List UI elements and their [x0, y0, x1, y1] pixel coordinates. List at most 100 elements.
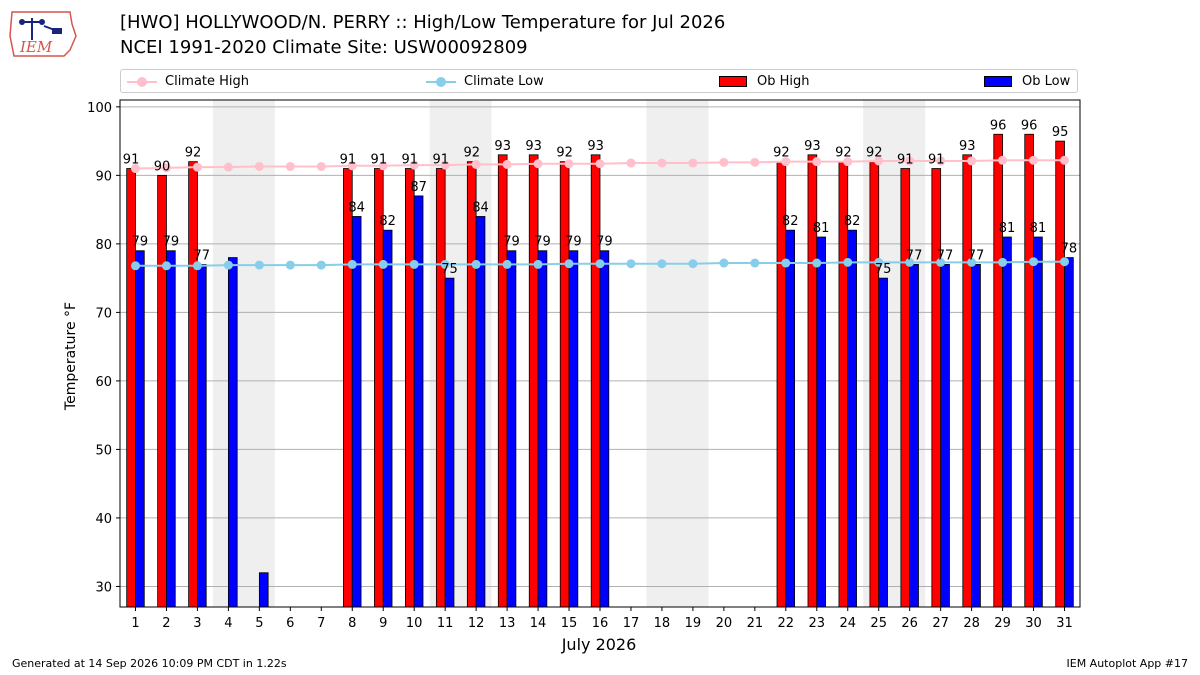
- climate-low-point: [130, 261, 140, 271]
- x-tick-label: 28: [963, 616, 980, 631]
- ob-low-bar: [847, 229, 857, 608]
- ob-low-bar: [351, 216, 362, 608]
- ob-low-label: 81: [1030, 221, 1047, 236]
- ob-high-label: 93: [525, 139, 542, 154]
- x-tick-label: 25: [870, 616, 887, 631]
- x-tick-label: 11: [437, 616, 454, 631]
- ob-high-label: 92: [866, 146, 883, 161]
- ob-low-label: 81: [999, 221, 1016, 236]
- ob-low-bar: [785, 229, 796, 608]
- legend: Climate High Climate Low Ob High Ob Low: [120, 69, 1078, 93]
- climate-low-point: [998, 257, 1008, 267]
- y-tick-label: 90: [95, 169, 112, 184]
- ob-low-bar: [227, 257, 238, 608]
- climate-high-point: [998, 155, 1008, 165]
- y-tick-label: 60: [95, 375, 112, 390]
- ob-high-label: 96: [990, 118, 1007, 133]
- y-tick-label: 40: [95, 512, 112, 527]
- climate-high-point: [874, 156, 884, 166]
- x-tick-label: 30: [1025, 616, 1042, 631]
- climate-low-point: [316, 260, 326, 270]
- climate-low-point: [812, 258, 822, 268]
- ob-low-label: 75: [441, 262, 458, 277]
- ob-high-label: 93: [959, 139, 976, 154]
- climate-low-point: [936, 257, 946, 267]
- legend-label: Ob High: [757, 74, 810, 89]
- ob-high-label: 91: [897, 153, 914, 168]
- climate-high-point: [595, 159, 605, 169]
- app-credit: IEM Autoplot App #17: [1066, 657, 1189, 670]
- iem-logo: IEM: [9, 11, 77, 57]
- logo-text: IEM: [19, 38, 53, 56]
- ob-low-label: 75: [875, 262, 892, 277]
- ob-high-bar: [343, 168, 353, 608]
- ob-high-bar: [188, 161, 198, 608]
- x-tick-label: 4: [224, 616, 232, 631]
- climate-high-point: [254, 161, 264, 171]
- x-tick-label: 7: [317, 616, 325, 631]
- x-tick-label: 27: [932, 616, 949, 631]
- y-tick-label: 80: [95, 238, 112, 253]
- generated-timestamp: Generated at 14 Sep 2026 10:09 PM CDT in…: [12, 657, 287, 670]
- ob-high-label: 91: [432, 153, 449, 168]
- x-tick-label: 31: [1056, 616, 1073, 631]
- x-tick-label: 10: [406, 616, 423, 631]
- climate-high-point: [533, 159, 543, 169]
- climate-high-point: [936, 156, 946, 166]
- ob-low-label: 82: [782, 214, 799, 229]
- climate-low-point: [688, 259, 698, 269]
- ob-high-label: 95: [1052, 125, 1069, 140]
- ob-low-bar: [816, 236, 826, 608]
- legend-swatch-icon: [719, 76, 747, 87]
- climate-high-point: [905, 156, 915, 166]
- ob-low-label: 79: [534, 235, 551, 250]
- weekend-band: [212, 100, 275, 607]
- ob-high-label: 91: [371, 153, 388, 168]
- climate-high-point: [688, 158, 698, 168]
- climate-low-point: [254, 260, 264, 270]
- x-axis-label: July 2026: [561, 635, 637, 654]
- ob-high-label: 91: [123, 153, 140, 168]
- x-tick-label: 16: [592, 616, 609, 631]
- ob-low-bar: [166, 250, 176, 608]
- x-tick-label: 22: [778, 616, 795, 631]
- weekend-band: [646, 100, 709, 607]
- climate-high-point: [285, 161, 295, 171]
- x-tick-label: 24: [839, 616, 856, 631]
- ob-low-bar: [1064, 257, 1074, 608]
- chart-title: [HWO] HOLLYWOOD/N. PERRY :: High/Low Tem…: [120, 12, 726, 33]
- climate-low-point: [347, 259, 357, 269]
- ob-high-label: 92: [185, 146, 202, 161]
- climate-high-point: [843, 157, 853, 167]
- y-axis-label: Temperature °F: [63, 302, 79, 411]
- ob-high-label: 92: [463, 146, 480, 161]
- climate-high-point: [967, 156, 977, 166]
- y-tick-label: 70: [95, 306, 112, 321]
- climate-low-point: [657, 259, 667, 269]
- x-tick-label: 18: [654, 616, 671, 631]
- ob-low-bar: [568, 250, 579, 608]
- ob-low-label: 79: [503, 235, 520, 250]
- climate-high-point: [130, 164, 140, 174]
- ob-low-bar: [1002, 236, 1012, 608]
- legend-label: Climate High: [165, 74, 250, 89]
- climate-lines: [130, 155, 1070, 271]
- climate-low-point: [719, 258, 729, 268]
- ob-low-bar: [909, 264, 919, 608]
- climate-high-point: [1029, 155, 1039, 165]
- climate-high-point: [502, 159, 512, 169]
- legend-label: Climate Low: [464, 74, 544, 89]
- x-tick-label: 20: [716, 616, 733, 631]
- ob-low-bar: [413, 195, 424, 608]
- ob-high-label: 91: [928, 153, 945, 168]
- ob-low-label: 82: [844, 214, 861, 229]
- weather-station-icon: [19, 18, 62, 40]
- ob-low-label: 79: [596, 235, 613, 250]
- y-tick-label: 30: [95, 580, 112, 595]
- ob-low-label: 79: [565, 235, 582, 250]
- climate-low-point: [223, 260, 233, 270]
- ob-high-bar: [869, 161, 880, 608]
- climate-high-point: [719, 157, 729, 167]
- ob-low-bar: [197, 264, 207, 608]
